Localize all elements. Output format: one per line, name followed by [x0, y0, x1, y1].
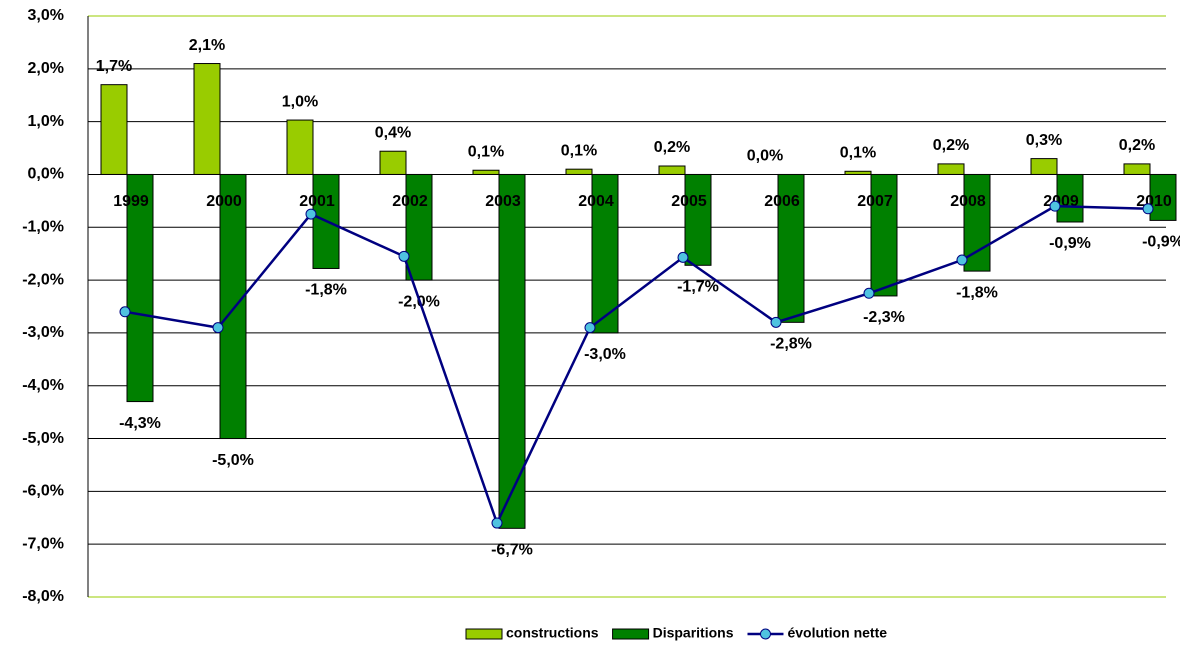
bar: [1030, 158, 1058, 175]
data-label: 0,0%: [747, 148, 783, 165]
legend-label: Disparitions: [653, 625, 734, 641]
bar: [193, 63, 221, 175]
bar: [1149, 173, 1177, 221]
x-tick-label: 2000: [206, 193, 242, 210]
line-marker: [305, 208, 317, 220]
bar: [844, 170, 872, 175]
data-label: 0,2%: [654, 139, 690, 156]
data-label: -1,8%: [305, 282, 347, 299]
bar: [591, 173, 619, 334]
data-label: 2,1%: [189, 37, 225, 54]
data-label: 0,1%: [468, 143, 504, 160]
data-label: -4,3%: [119, 415, 161, 432]
bar: [472, 169, 500, 175]
bar: [126, 173, 154, 403]
x-tick-label: 2008: [950, 193, 986, 210]
bar: [963, 173, 991, 272]
y-tick-label: -3,0%: [22, 324, 64, 341]
legend-label: constructions: [506, 625, 599, 641]
line-marker: [398, 250, 410, 262]
data-label: 0,1%: [561, 142, 597, 159]
data-label: 1,0%: [282, 93, 318, 110]
data-label: -0,9%: [1049, 235, 1091, 252]
line-marker: [677, 251, 689, 263]
data-label: -1,8%: [956, 284, 998, 301]
y-tick-label: -1,0%: [22, 218, 64, 235]
data-label: -2,3%: [863, 309, 905, 326]
line-marker: [956, 254, 968, 266]
data-label: -5,0%: [212, 452, 254, 469]
bar: [286, 119, 314, 175]
x-tick-label: 2003: [485, 193, 521, 210]
x-tick-label: 2001: [299, 193, 335, 210]
line-marker: [863, 287, 875, 299]
data-label: 0,3%: [1026, 132, 1062, 149]
y-tick-label: 2,0%: [28, 60, 64, 77]
data-label: 0,2%: [933, 137, 969, 154]
y-tick-label: -7,0%: [22, 535, 64, 552]
y-tick-label: -4,0%: [22, 377, 64, 394]
y-tick-label: 0,0%: [28, 166, 64, 183]
y-tick-label: -2,0%: [22, 271, 64, 288]
line-marker: [491, 517, 503, 529]
bar: [379, 150, 407, 175]
data-label: -1,7%: [677, 279, 719, 296]
data-label: 0,4%: [375, 124, 411, 141]
x-tick-label: 2007: [857, 193, 893, 210]
line-marker: [1049, 200, 1061, 212]
bar: [100, 84, 128, 175]
data-label: -2,8%: [770, 336, 812, 353]
bar: [405, 173, 433, 281]
y-tick-label: -6,0%: [22, 483, 64, 500]
x-tick-label: 2002: [392, 193, 428, 210]
data-label: 0,2%: [1119, 137, 1155, 154]
line-marker: [770, 316, 782, 328]
bar: [1056, 173, 1084, 223]
x-tick-label: 1999: [113, 193, 149, 210]
bar: [658, 165, 686, 175]
line-marker: [119, 306, 131, 318]
legend-swatch: [612, 628, 650, 640]
line-series: [124, 204, 1149, 527]
y-tick-label: -8,0%: [22, 588, 64, 605]
x-tick-label: 2004: [578, 193, 614, 210]
bar: [684, 173, 712, 266]
data-label: 1,7%: [96, 58, 132, 75]
bar: [1123, 163, 1151, 175]
bar: [870, 173, 898, 297]
data-label: -3,0%: [584, 346, 626, 363]
bar: [777, 173, 805, 323]
data-label: 0,1%: [840, 145, 876, 162]
data-label: -6,7%: [491, 542, 533, 559]
bar: [565, 168, 593, 175]
legend-label: évolution nette: [787, 625, 887, 641]
legend-swatch: [759, 628, 771, 640]
bar: [219, 173, 247, 440]
data-label: -0,9%: [1142, 234, 1180, 251]
bar: [498, 173, 526, 529]
line-marker: [584, 322, 596, 334]
x-tick-label: 2005: [671, 193, 707, 210]
y-tick-label: 3,0%: [28, 7, 64, 24]
line-marker: [212, 322, 224, 334]
y-tick-label: -5,0%: [22, 430, 64, 447]
x-tick-label: 2006: [764, 193, 800, 210]
legend-swatch: [465, 628, 503, 640]
bar: [937, 163, 965, 175]
line-marker: [1142, 203, 1154, 215]
y-tick-label: 1,0%: [28, 113, 64, 130]
